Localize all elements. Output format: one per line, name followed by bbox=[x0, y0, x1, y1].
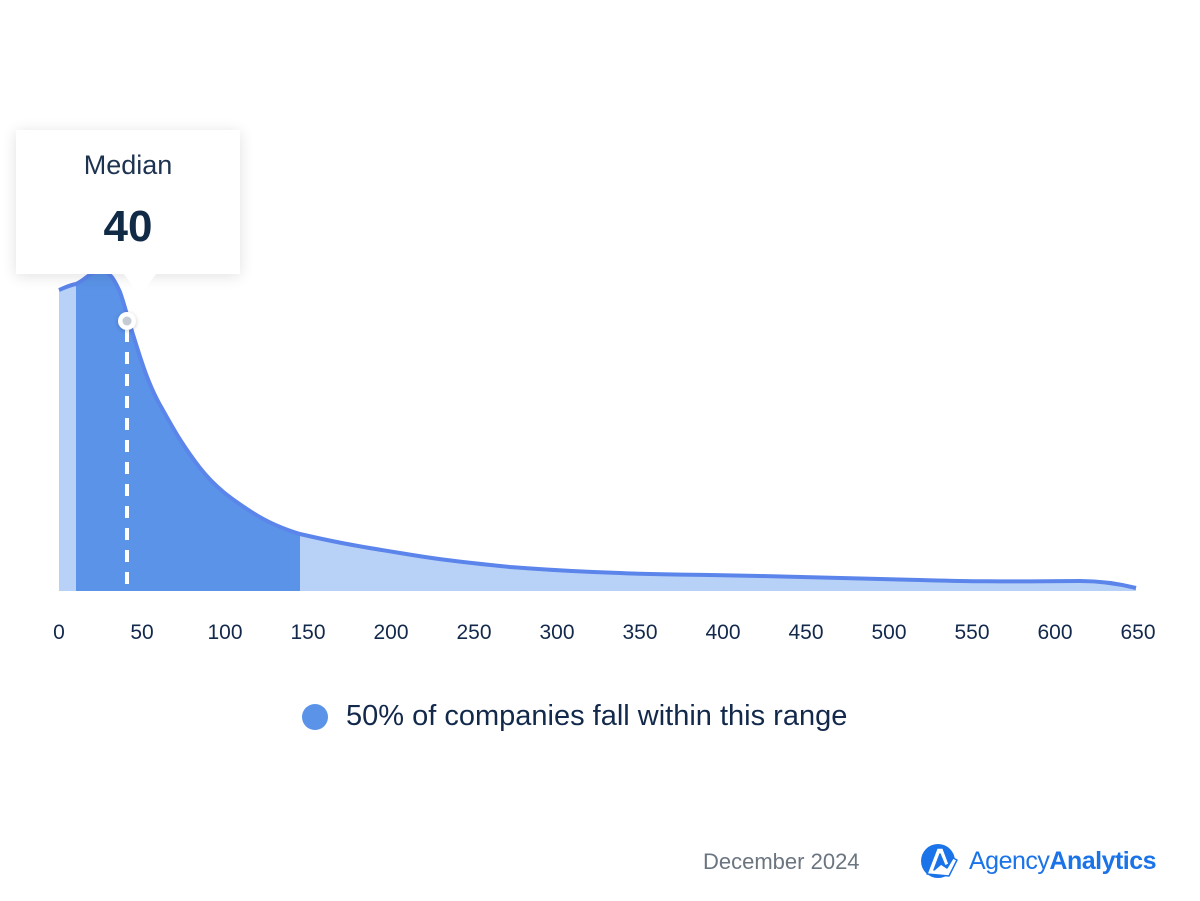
x-tick: 300 bbox=[539, 621, 575, 644]
agencyanalytics-logo-icon bbox=[921, 844, 958, 878]
x-tick: 500 bbox=[871, 621, 907, 644]
x-tick: 350 bbox=[622, 621, 658, 644]
brand-name-light: Agency bbox=[969, 846, 1050, 875]
x-tick: 200 bbox=[373, 621, 409, 644]
area-highlight bbox=[76, 271, 300, 591]
x-tick: 250 bbox=[456, 621, 492, 644]
x-tick: 600 bbox=[1037, 621, 1073, 644]
x-tick: 450 bbox=[788, 621, 824, 644]
legend: 50% of companies fall within this range bbox=[302, 700, 847, 733]
legend-label: 50% of companies fall within this range bbox=[346, 700, 848, 732]
x-tick: 150 bbox=[290, 621, 326, 644]
brand-name: AgencyAnalytics bbox=[969, 846, 1157, 876]
x-tick: 0 bbox=[53, 621, 65, 644]
median-marker-dot bbox=[122, 316, 132, 326]
x-tick: 100 bbox=[207, 621, 243, 644]
x-tick: 400 bbox=[705, 621, 741, 644]
x-tick: 650 bbox=[1120, 621, 1156, 644]
footer-date: December 2024 bbox=[703, 849, 860, 874]
brand-name-bold: Analytics bbox=[1049, 846, 1157, 875]
tooltip-value: 40 bbox=[103, 202, 153, 251]
density-line bbox=[58, 268, 1137, 590]
brand-logo: AgencyAnalytics bbox=[919, 842, 1157, 880]
x-tick: 550 bbox=[954, 621, 990, 644]
median-tooltip: Median 40 bbox=[16, 130, 240, 296]
tooltip-arrow bbox=[124, 274, 156, 296]
x-tick: 50 bbox=[130, 621, 154, 644]
legend-dot-icon bbox=[302, 703, 328, 730]
tooltip-label: Median bbox=[83, 150, 173, 180]
